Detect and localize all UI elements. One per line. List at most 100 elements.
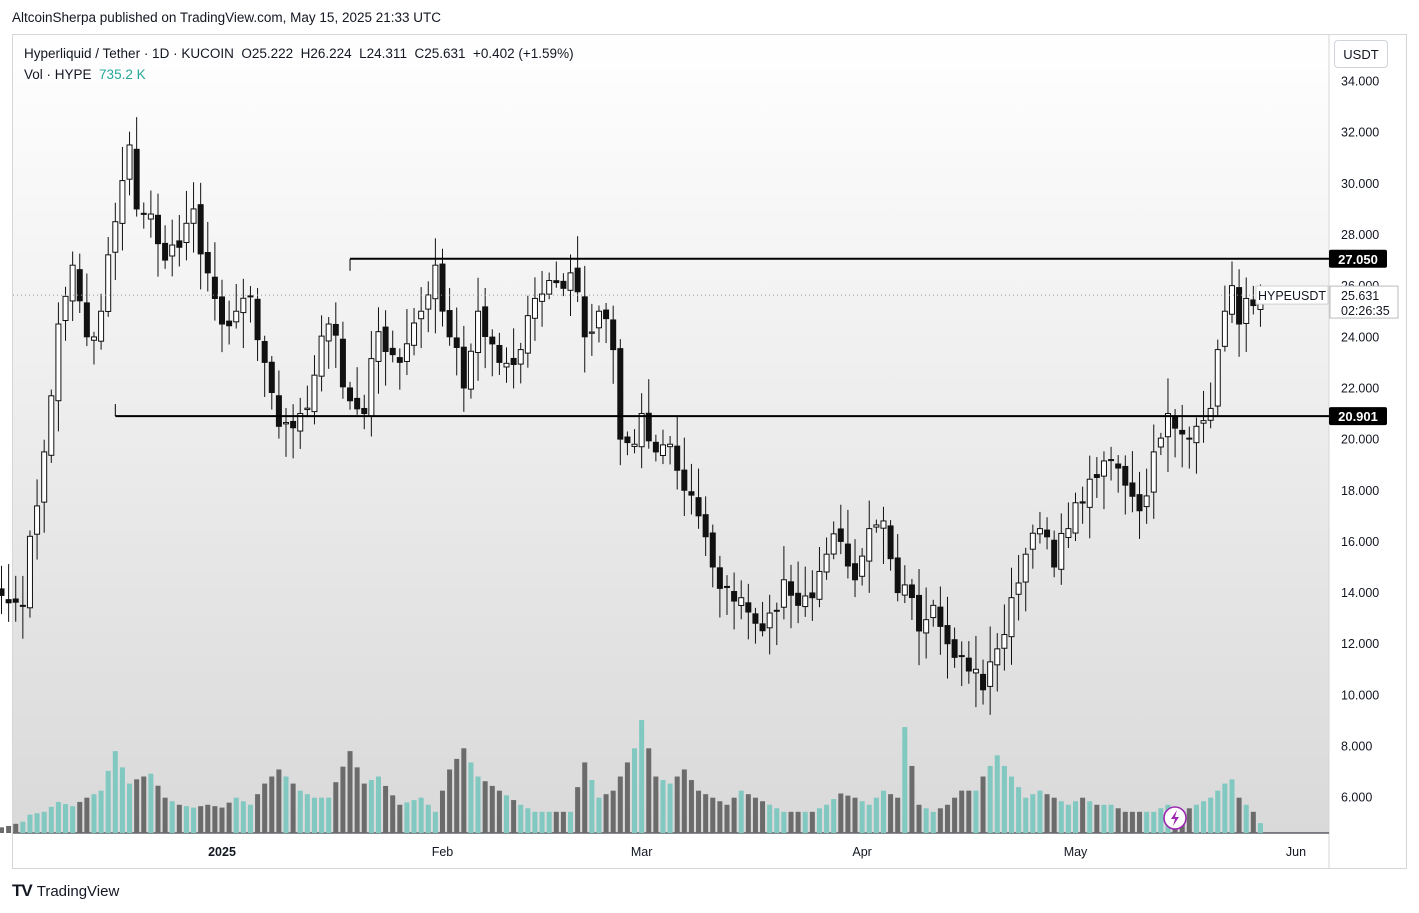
volume-bar — [205, 804, 211, 833]
volume-bar — [1144, 811, 1150, 833]
volume-bar — [1236, 797, 1242, 833]
candle — [183, 190, 190, 261]
y-tick-label: 6.000 — [1341, 791, 1372, 805]
candle — [453, 307, 460, 376]
candle — [83, 273, 90, 347]
currency-button[interactable]: USDT — [1334, 40, 1388, 68]
candle — [731, 572, 738, 630]
volume-bar — [34, 813, 40, 833]
volume-bar — [930, 811, 936, 833]
price-levels: 27.050 20.901 — [114, 249, 1387, 426]
candle — [631, 429, 638, 454]
volume-bar — [20, 821, 26, 833]
volume-bar — [660, 780, 666, 833]
candle — [389, 330, 396, 363]
candle — [105, 237, 112, 317]
volume-bar — [873, 797, 879, 833]
volume-bar — [994, 755, 1000, 833]
volume-bar — [632, 748, 638, 833]
price-axis[interactable]: 34.00032.00030.00028.00026.00024.00022.0… — [1341, 75, 1379, 805]
candle — [1164, 378, 1171, 473]
candle — [1072, 492, 1079, 542]
candle — [837, 504, 844, 555]
candle — [667, 435, 674, 465]
candle — [247, 286, 254, 323]
volume-bar — [219, 807, 225, 833]
candle — [460, 325, 467, 412]
x-tick-label: Feb — [432, 845, 454, 859]
candle — [716, 555, 723, 618]
symbol-tag-label: HYPEUSDT — [1258, 289, 1326, 303]
lightning-icon[interactable] — [1163, 806, 1187, 830]
candle — [375, 307, 382, 394]
volume-bar — [297, 790, 303, 833]
volume-bar — [447, 769, 453, 833]
y-tick-label: 24.000 — [1341, 330, 1379, 344]
candle — [1079, 486, 1086, 524]
volume-bar — [425, 804, 431, 833]
volume-bar — [41, 811, 47, 833]
candle — [1136, 471, 1143, 539]
candle — [965, 641, 972, 684]
volume-legend[interactable]: Vol · HYPE 735.2 K — [24, 67, 146, 82]
volume-bar — [1137, 811, 1143, 833]
volume-bar — [973, 790, 979, 833]
volume-bar — [432, 811, 438, 833]
candle — [197, 182, 204, 290]
volume-bar — [397, 804, 403, 833]
volume-bar — [667, 783, 673, 833]
candle — [204, 221, 211, 292]
y-tick-label: 14.000 — [1341, 586, 1379, 600]
volume-bar — [361, 783, 367, 833]
time-axis[interactable]: 2025 Feb Mar Apr May Jun — [208, 845, 1306, 859]
volume-bar — [980, 776, 986, 833]
candle — [0, 565, 5, 615]
tradingview-footer[interactable]: TV TradingView — [12, 881, 119, 901]
volume-bar — [0, 827, 5, 833]
volume-bar — [845, 795, 851, 833]
volume-bar — [1037, 790, 1043, 833]
tradingview-brand: TradingView — [36, 882, 120, 900]
volume-bar — [48, 806, 54, 833]
symbol-legend[interactable]: Hyperliquid / Tether · 1D · KUCOIN O25.2… — [24, 46, 574, 61]
candle — [48, 389, 55, 463]
candle — [112, 202, 119, 281]
candle — [140, 202, 147, 229]
plot-background — [13, 35, 1329, 833]
candle — [1207, 382, 1214, 429]
volume-bar — [276, 769, 282, 833]
volume-bar — [1186, 808, 1192, 833]
candle — [489, 329, 496, 377]
candle — [1122, 455, 1129, 515]
volume-bar — [589, 780, 595, 833]
volume-bar — [724, 804, 730, 833]
candle — [560, 273, 567, 297]
volume-bar — [354, 767, 360, 833]
volume-bar — [824, 804, 830, 833]
candle — [1058, 513, 1065, 585]
volume-bar — [952, 797, 958, 833]
candle — [766, 594, 773, 655]
volume-bar — [176, 804, 182, 833]
candle — [226, 300, 233, 345]
candle — [261, 335, 268, 397]
volume-bar — [838, 793, 844, 833]
candle — [958, 641, 965, 687]
candle — [752, 607, 759, 644]
volume-bar — [923, 808, 929, 833]
y-tick-label: 16.000 — [1341, 535, 1379, 549]
candle — [147, 190, 154, 238]
volume-bar — [504, 795, 510, 833]
candle — [588, 303, 595, 356]
volume-bar — [916, 804, 922, 833]
volume-bar — [696, 790, 702, 833]
volume-bar — [1243, 804, 1249, 833]
volume-bar — [127, 783, 133, 833]
candle — [275, 370, 282, 439]
volume-bar — [1080, 797, 1086, 833]
volume-bar — [959, 790, 965, 833]
candle — [254, 288, 261, 361]
candle — [880, 506, 887, 564]
volume-bar — [738, 790, 744, 833]
